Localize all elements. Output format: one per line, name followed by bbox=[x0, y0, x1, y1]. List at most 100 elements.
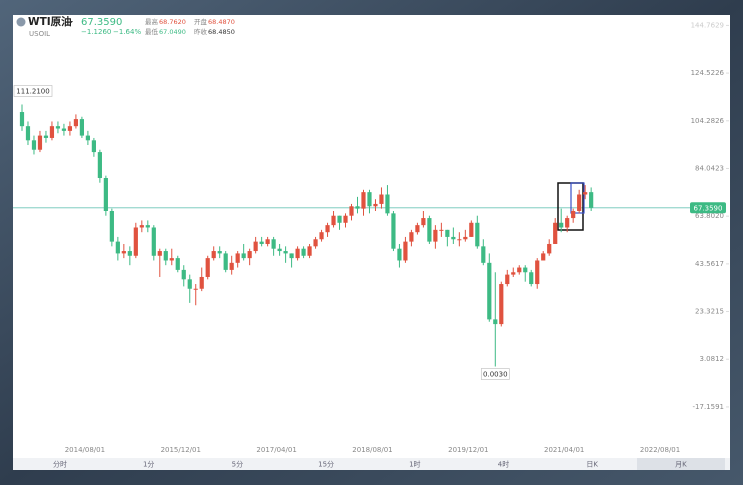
candle-body bbox=[97, 152, 102, 179]
candle-body bbox=[361, 192, 366, 209]
candle-body bbox=[31, 140, 37, 150]
timeframe-button[interactable]: 4时 bbox=[498, 460, 509, 469]
candle-body bbox=[283, 251, 288, 254]
change: −1.1260 bbox=[81, 28, 111, 36]
candle-body bbox=[193, 288, 198, 290]
candle-body bbox=[325, 225, 330, 233]
symbol-icon bbox=[16, 17, 26, 27]
candle-body bbox=[553, 222, 558, 244]
y-tick-label: 63.8020 bbox=[695, 212, 724, 220]
candle-body bbox=[121, 251, 126, 254]
x-tick-label: 2021/04/01 bbox=[544, 446, 584, 454]
candle-body bbox=[439, 229, 444, 231]
candle-body bbox=[115, 241, 120, 254]
candle-body bbox=[475, 222, 480, 247]
candle-body bbox=[511, 272, 516, 275]
toolbar-selected bbox=[637, 458, 725, 470]
timeframe-button[interactable]: 月K bbox=[675, 461, 687, 469]
candle-body bbox=[211, 251, 216, 259]
timeframe-button[interactable]: 日K bbox=[586, 461, 598, 469]
candle-body bbox=[313, 239, 318, 247]
candle-body bbox=[181, 269, 186, 280]
candle-body bbox=[523, 267, 528, 273]
candle-body bbox=[577, 194, 582, 211]
x-tick-label: 2014/08/01 bbox=[65, 446, 105, 454]
candle-body bbox=[67, 126, 73, 131]
candle-body bbox=[19, 112, 25, 127]
candle-body bbox=[517, 267, 522, 273]
stat-value: 68.4870 bbox=[208, 18, 235, 26]
candle-body bbox=[43, 135, 49, 138]
candle-body bbox=[85, 135, 90, 141]
timeframe-button[interactable]: 1分 bbox=[143, 460, 154, 469]
candle-body bbox=[223, 253, 228, 270]
x-tick-label: 2015/12/01 bbox=[161, 446, 201, 454]
y-tick-label: 104.2826 bbox=[691, 117, 725, 125]
candle-body bbox=[589, 192, 594, 208]
symbol: USOIL bbox=[29, 30, 50, 38]
candle-body bbox=[151, 227, 156, 256]
y-tick-label: 124.5226 bbox=[691, 69, 725, 77]
candle-body bbox=[319, 232, 324, 240]
candle-body bbox=[367, 192, 372, 207]
last-price-label: 67.3590 bbox=[694, 204, 723, 212]
candle-body bbox=[37, 135, 43, 150]
candle-body bbox=[127, 251, 132, 256]
timeframe-button[interactable]: 15分 bbox=[318, 460, 334, 469]
candle-body bbox=[433, 229, 438, 242]
x-tick-label: 2022/08/01 bbox=[640, 446, 680, 454]
min-marker-box bbox=[480, 368, 510, 380]
candle-body bbox=[307, 246, 312, 256]
change-pct: −1.64% bbox=[113, 28, 141, 36]
candle-body bbox=[331, 215, 336, 226]
candle-body bbox=[49, 126, 55, 138]
candle-body bbox=[199, 276, 204, 289]
candle-body bbox=[133, 227, 138, 256]
candle-body bbox=[175, 258, 180, 270]
candle-body bbox=[499, 284, 504, 325]
candle-body bbox=[61, 128, 67, 131]
candle-body bbox=[139, 225, 144, 228]
price: 67.3590 bbox=[81, 17, 122, 28]
stat-label: 开盘 bbox=[194, 17, 208, 26]
timeframe-button[interactable]: 1时 bbox=[409, 460, 420, 469]
timeframe-button[interactable]: 5分 bbox=[232, 460, 243, 469]
candle-body bbox=[295, 248, 300, 259]
candle-body bbox=[409, 232, 414, 242]
x-tick-label: 2017/04/01 bbox=[256, 446, 296, 454]
candle-body bbox=[541, 253, 546, 261]
stat-value: 68.7620 bbox=[159, 18, 186, 26]
candle-body bbox=[547, 243, 552, 254]
candle-body bbox=[271, 239, 276, 249]
timeframe-button[interactable]: 分时 bbox=[53, 460, 67, 469]
candle-body bbox=[289, 253, 294, 259]
stat-value: 67.0490 bbox=[159, 28, 186, 36]
candle-body bbox=[277, 248, 282, 252]
candle-body bbox=[391, 213, 396, 249]
candle-body bbox=[427, 218, 432, 242]
max-marker-box bbox=[13, 85, 53, 97]
candle-body bbox=[301, 248, 306, 256]
dropdown-caret[interactable] bbox=[70, 21, 73, 23]
candle-body bbox=[505, 274, 510, 285]
highlight-box-inner bbox=[570, 182, 585, 214]
candle-body bbox=[355, 206, 360, 209]
instrument-name[interactable]: WTI原油 bbox=[28, 15, 72, 28]
last-price-tag bbox=[690, 202, 726, 214]
candle-body bbox=[253, 241, 258, 252]
candle-body bbox=[535, 260, 540, 285]
x-tick-label: 2018/08/01 bbox=[352, 446, 392, 454]
stat-label: 最低 bbox=[145, 27, 159, 36]
candle-body bbox=[259, 241, 264, 244]
candle-body bbox=[493, 319, 498, 325]
candle-body bbox=[91, 140, 96, 153]
x-tick-label: 2019/12/01 bbox=[448, 446, 488, 454]
y-tick-label: 23.3215 bbox=[695, 308, 724, 316]
candle-body bbox=[343, 215, 348, 223]
candle-body bbox=[265, 239, 270, 244]
candle-body bbox=[79, 119, 85, 136]
candle-body bbox=[163, 251, 168, 261]
candle-body bbox=[373, 203, 378, 207]
min-marker-label: 0.0030 bbox=[483, 371, 508, 379]
